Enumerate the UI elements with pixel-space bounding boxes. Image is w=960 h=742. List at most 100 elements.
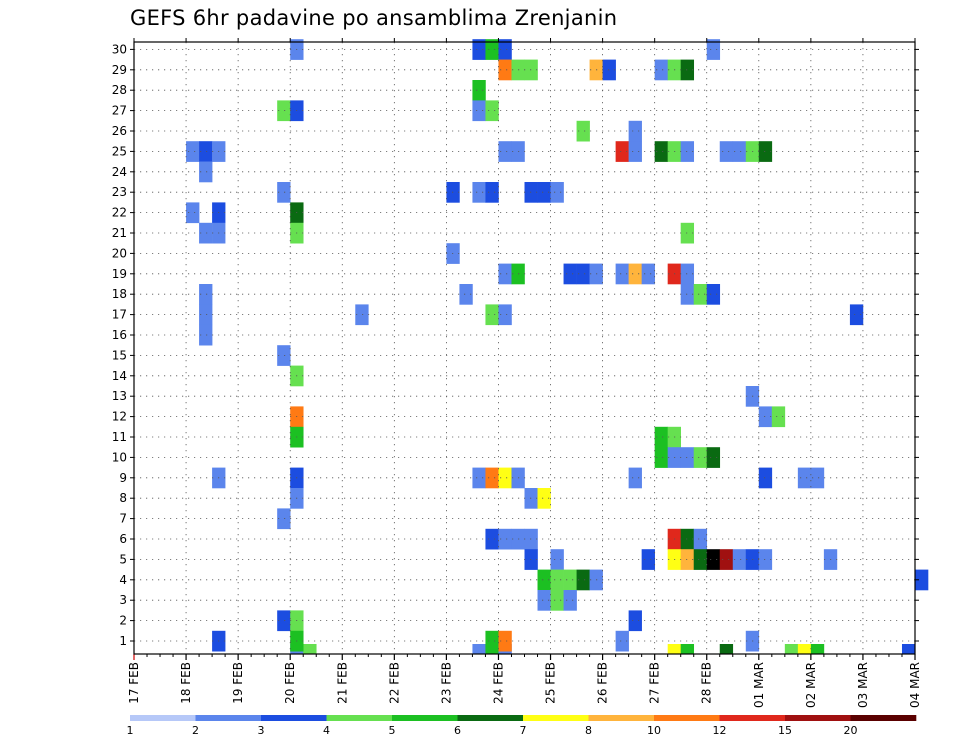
- precip-cell: [810, 467, 825, 489]
- axis-layer: 1234567891011121314151617181920212223242…: [112, 38, 922, 708]
- x-tick-label: 02 MAR: [804, 662, 818, 708]
- precip-cell: [550, 182, 564, 203]
- precip-cell: [667, 644, 681, 655]
- y-tick-label: 23: [112, 185, 127, 199]
- precip-cell: [797, 467, 812, 489]
- y-tick-label: 13: [112, 389, 127, 403]
- precip-cell: [693, 447, 708, 468]
- precip-cell: [485, 182, 499, 203]
- x-tick-label: 19 FEB: [231, 662, 245, 704]
- colorbar-swatch: [392, 715, 458, 721]
- precip-cell: [654, 447, 668, 468]
- colorbar-label: 20: [844, 724, 858, 737]
- precip-cell: [277, 610, 291, 632]
- x-tick-label: 22 FEB: [387, 662, 401, 704]
- precip-cell: [628, 610, 642, 632]
- precip-cell: [199, 141, 213, 162]
- precip-cell: [186, 202, 200, 224]
- colorbar-label: 15: [778, 724, 792, 737]
- precip-cell: [706, 447, 721, 468]
- x-tick-label: 26 FEB: [596, 662, 610, 704]
- y-tick-label: 27: [112, 104, 127, 118]
- precip-cell: [550, 590, 564, 611]
- precip-cell: [628, 467, 642, 489]
- colorbar-label: 5: [389, 724, 396, 737]
- precip-cell: [199, 222, 213, 244]
- y-tick-label: 11: [112, 430, 127, 444]
- precip-cell: [563, 590, 577, 611]
- y-tick-label: 12: [112, 410, 127, 424]
- x-tick-label: 21 FEB: [335, 662, 349, 704]
- y-tick-label: 20: [112, 246, 127, 260]
- x-tick-label: 24 FEB: [491, 662, 505, 704]
- precip-cell: [758, 141, 773, 162]
- precip-cell: [576, 569, 590, 591]
- colorbar-swatch: [719, 715, 786, 721]
- precip-cell: [537, 182, 551, 203]
- y-tick-label: 18: [112, 287, 127, 301]
- precip-cell: [485, 528, 499, 550]
- precip-cell: [277, 182, 291, 203]
- precip-cell: [771, 406, 786, 428]
- precip-cell: [485, 304, 499, 326]
- x-tick-label: 01 MAR: [752, 662, 766, 708]
- precip-cell: [680, 528, 695, 550]
- x-tick-label: 28 FEB: [700, 662, 714, 704]
- colorbar-swatch: [654, 715, 720, 721]
- colorbar-label: 2: [192, 724, 199, 737]
- precip-cell: [810, 644, 825, 655]
- precip-cell: [615, 141, 629, 162]
- cells-layer: [186, 39, 929, 655]
- y-tick-label: 8: [119, 491, 127, 505]
- precip-cell: [277, 345, 291, 366]
- precip-cell: [550, 569, 564, 591]
- precip-cell: [797, 644, 812, 655]
- y-tick-label: 21: [112, 226, 127, 240]
- colorbar: 1 2 3 4 5 6 7 8 10 12 15 20: [127, 715, 917, 737]
- precip-cell: [641, 549, 655, 570]
- y-tick-label: 1: [119, 634, 127, 648]
- precip-cell: [784, 644, 799, 655]
- precip-cell: [680, 141, 695, 162]
- x-tick-label: 27 FEB: [648, 662, 662, 704]
- precip-cell: [576, 120, 590, 142]
- x-tick-label: 25 FEB: [544, 662, 558, 704]
- y-tick-label: 3: [119, 593, 127, 607]
- precip-cell: [654, 426, 668, 448]
- precip-cell: [654, 59, 668, 81]
- precip-cell: [732, 549, 747, 570]
- colorbar-label: 12: [713, 724, 727, 737]
- x-tick-label: 23 FEB: [439, 662, 453, 704]
- plot-frame: [133, 41, 916, 655]
- precip-cell: [498, 528, 512, 550]
- precip-cell: [901, 644, 916, 655]
- colorbar-label: 7: [520, 724, 527, 737]
- precip-cell: [719, 644, 734, 655]
- precip-cell: [758, 549, 773, 570]
- precip-cell: [459, 284, 473, 305]
- y-tick-label: 10: [112, 450, 127, 464]
- precip-cell: [472, 467, 486, 489]
- y-tick-label: 4: [119, 573, 127, 587]
- precip-cell: [199, 324, 213, 346]
- precip-cell: [680, 222, 695, 244]
- precip-cell: [680, 59, 695, 81]
- y-tick-label: 15: [112, 348, 127, 362]
- precip-cell: [498, 39, 512, 60]
- y-tick-label: 24: [112, 165, 127, 179]
- precip-cell: [706, 39, 721, 60]
- y-tick-label: 25: [112, 144, 127, 158]
- precip-cell: [706, 549, 721, 570]
- precip-cell: [199, 161, 213, 183]
- precip-cell: [628, 120, 642, 142]
- y-tick-label: 30: [112, 42, 127, 56]
- precip-cell: [693, 528, 708, 550]
- precip-cell: [641, 263, 655, 285]
- y-tick-label: 9: [119, 471, 127, 485]
- precip-cell: [563, 263, 577, 285]
- precip-cell: [472, 644, 486, 655]
- colorbar-label: 10: [647, 724, 661, 737]
- precip-cell: [355, 304, 369, 326]
- y-tick-label: 6: [119, 532, 127, 546]
- y-tick-label: 17: [112, 308, 127, 322]
